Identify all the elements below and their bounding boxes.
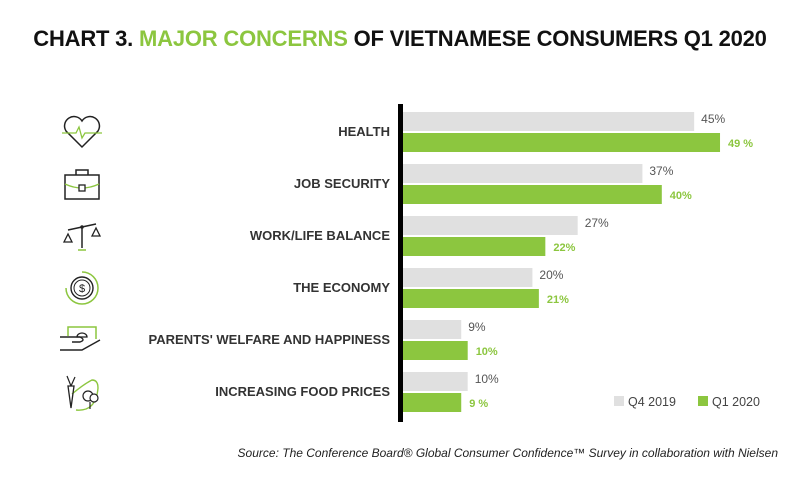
category-label: HEALTH — [338, 124, 390, 139]
bar-q1-2020 — [403, 237, 546, 256]
data-label: 45% — [701, 112, 725, 126]
data-label: 21% — [547, 294, 569, 306]
data-label: 40% — [670, 190, 692, 202]
data-label: 27% — [585, 216, 609, 230]
chart-title: CHART 3. MAJOR CONCERNS OF VIETNAMESE CO… — [0, 26, 800, 52]
legend-label: Q1 2020 — [712, 395, 760, 409]
vegetables-icon — [66, 375, 99, 411]
data-label: 20% — [539, 268, 563, 282]
data-label: 9 % — [469, 398, 488, 410]
data-label: 9% — [468, 320, 486, 334]
bar-q4-2019 — [403, 164, 643, 183]
bar-q4-2019 — [403, 216, 578, 235]
data-label: 49 % — [728, 138, 753, 150]
title-prefix: CHART 3. — [33, 26, 140, 51]
data-label: 10% — [475, 372, 499, 386]
data-label: 22% — [553, 242, 575, 254]
heart-pulse-icon — [62, 115, 102, 149]
bar-q4-2019 — [403, 320, 462, 339]
title-highlight: MAJOR CONCERNS — [139, 26, 348, 51]
source-note: Source: The Conference Board® Global Con… — [237, 446, 778, 460]
bar-q1-2020 — [403, 185, 662, 204]
legend-swatch — [698, 396, 708, 406]
category-label: THE ECONOMY — [293, 280, 390, 295]
dollar-coin-cycle-icon: $ — [65, 271, 99, 305]
data-label: 37% — [649, 164, 673, 178]
bar-q1-2020 — [403, 289, 539, 308]
bar-q4-2019 — [403, 268, 533, 287]
bar-q4-2019 — [403, 112, 695, 131]
svg-text:$: $ — [79, 283, 85, 295]
data-label: 10% — [476, 346, 498, 358]
bar-q1-2020 — [403, 341, 468, 360]
bar-q1-2020 — [403, 133, 721, 152]
category-label: PARENTS' WELFARE AND HAPPINESS — [149, 332, 391, 347]
y-axis-line — [398, 104, 403, 422]
category-label: JOB SECURITY — [294, 176, 390, 191]
title-suffix: OF VIETNAMESE CONSUMERS Q1 2020 — [347, 26, 767, 51]
bar-q4-2019 — [403, 372, 468, 391]
legend-label: Q4 2019 — [628, 395, 676, 409]
bar-q1-2020 — [403, 393, 462, 412]
balance-scale-icon — [62, 223, 102, 251]
category-label: WORK/LIFE BALANCE — [250, 228, 390, 243]
hand-money-icon — [60, 326, 101, 351]
briefcase-icon — [64, 169, 100, 200]
category-label: INCREASING FOOD PRICES — [215, 384, 390, 399]
legend-swatch — [614, 396, 624, 406]
